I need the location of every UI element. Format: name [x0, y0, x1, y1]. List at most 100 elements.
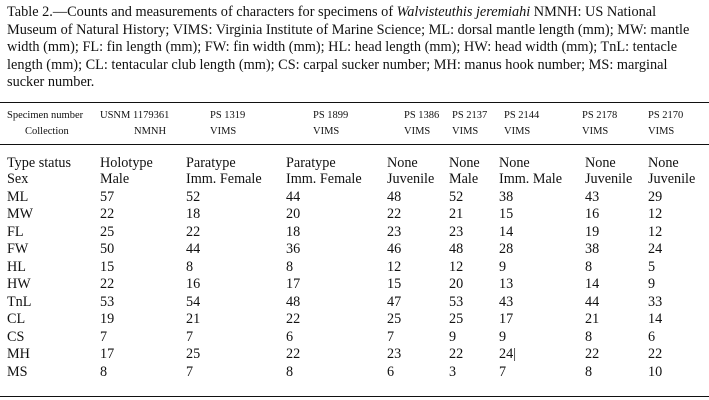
row-label: CS [7, 329, 25, 345]
table-cell: 44 [585, 294, 600, 310]
table-cell: Male [449, 171, 479, 187]
table-cell: 25 [387, 311, 402, 327]
row-label: Sex [7, 171, 29, 187]
collection-header: VIMS [210, 126, 237, 137]
table-cell: 44 [286, 189, 301, 205]
table-cell: 15 [100, 259, 115, 275]
table-cell: 28 [499, 241, 514, 257]
table-cell: 7 [499, 364, 507, 380]
table-cell: 25 [449, 311, 464, 327]
row-label: TnL [7, 294, 32, 310]
table-cell: 22 [648, 346, 663, 362]
table-cell: 48 [449, 241, 464, 257]
table-cell: 53 [449, 294, 464, 310]
table-cell: 21 [585, 311, 600, 327]
table-cell: 18 [186, 206, 201, 222]
specimen-number-header: PS 2170 [648, 110, 684, 121]
caption-rest: NMNH: US National Museum of Natural Hist… [7, 4, 690, 91]
table-cell: 22 [100, 206, 115, 222]
table-cell: 8 [286, 259, 294, 275]
header-rule [0, 144, 709, 145]
specimen-number-header: PS 1899 [313, 110, 349, 121]
table-cell: 23 [449, 224, 464, 240]
table-cell: 12 [648, 206, 663, 222]
table-cell: 52 [186, 189, 201, 205]
table-cell: None [499, 155, 530, 171]
table-cell: 14 [648, 311, 663, 327]
table-cell: 3 [449, 364, 457, 380]
table-cell: 20 [286, 206, 301, 222]
table-cell: 18 [286, 224, 301, 240]
table-cell: 7 [387, 329, 395, 345]
caption-species: Walvisteuthis jeremiahi [396, 4, 531, 20]
table-cell: 22 [449, 346, 464, 362]
table-cell: 5 [648, 259, 656, 275]
table-cell: 23 [387, 224, 402, 240]
table-cell: 8 [585, 329, 593, 345]
table-cell: 43 [499, 294, 514, 310]
table-cell: Male [100, 171, 130, 187]
table-cell: 7 [186, 364, 194, 380]
row-label: HL [7, 259, 26, 275]
table-cell: 24| [499, 346, 517, 362]
table-cell: 22 [286, 346, 301, 362]
table-cell: 9 [499, 329, 507, 345]
table-cell: Imm. Male [499, 171, 563, 187]
table-cell: 54 [186, 294, 201, 310]
table-cell: 43 [585, 189, 600, 205]
bottom-rule [0, 396, 709, 397]
table-cell: None [449, 155, 480, 171]
specimen-number-header: PS 2178 [582, 110, 618, 121]
row-label: MW [7, 206, 34, 222]
table-cell: 21 [186, 311, 201, 327]
specimen-number-header: USNM 1179361 [100, 110, 170, 121]
table-cell: 15 [387, 276, 402, 292]
table-cell: 46 [387, 241, 402, 257]
table-cell: Holotype [100, 155, 153, 171]
table-cell: 19 [585, 224, 600, 240]
table-cell: 10 [648, 364, 663, 380]
table-cell: 23 [387, 346, 402, 362]
specimen-number-header: PS 1319 [210, 110, 246, 121]
collection-header: VIMS [313, 126, 340, 137]
table-cell: None [648, 155, 679, 171]
row-label: Type status [7, 155, 72, 171]
table-cell: 12 [648, 224, 663, 240]
table-cell: 38 [585, 241, 600, 257]
table-cell: None [585, 155, 616, 171]
table-cell: Paratype [186, 155, 236, 171]
collection-header: VIMS [404, 126, 431, 137]
collection-header: VIMS [648, 126, 675, 137]
collection-header: VIMS [504, 126, 531, 137]
collection-header: VIMS [452, 126, 479, 137]
table-cell: 53 [100, 294, 115, 310]
table-cell: 22 [186, 224, 201, 240]
table-cell: 44 [186, 241, 201, 257]
table-cell: 50 [100, 241, 115, 257]
caption-prefix: Table 2.—Counts and measurements of char… [7, 4, 397, 20]
table-cell: 17 [100, 346, 115, 362]
table-cell: 8 [100, 364, 108, 380]
row-label: FL [7, 224, 24, 240]
table-cell: 12 [387, 259, 402, 275]
specimen-number-header: PS 2137 [452, 110, 488, 121]
table-cell: 21 [449, 206, 464, 222]
table-cell: 52 [449, 189, 464, 205]
table-caption: Table 2.—Counts and measurements of char… [7, 4, 703, 92]
row-label: FW [7, 241, 29, 257]
table-cell: 22 [387, 206, 402, 222]
table-cell: 6 [387, 364, 395, 380]
table-cell: Imm. Female [286, 171, 362, 187]
table-cell: 24 [648, 241, 663, 257]
table-cell: 25 [186, 346, 201, 362]
table-cell: 17 [499, 311, 514, 327]
table-cell: 6 [286, 329, 294, 345]
table-cell: 8 [186, 259, 194, 275]
table-cell: 7 [100, 329, 108, 345]
row-label: HW [7, 276, 31, 292]
table-cell: 8 [585, 364, 593, 380]
table-cell: 57 [100, 189, 115, 205]
table-cell: 17 [286, 276, 301, 292]
specimen-number-header: PS 2144 [504, 110, 540, 121]
table-cell: 22 [585, 346, 600, 362]
